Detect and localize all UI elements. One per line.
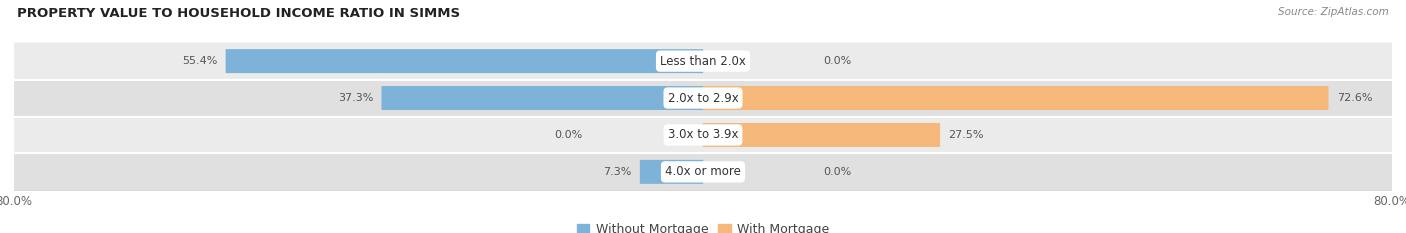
Text: 27.5%: 27.5% <box>949 130 984 140</box>
Text: 7.3%: 7.3% <box>603 167 631 177</box>
FancyBboxPatch shape <box>225 49 703 73</box>
Text: Less than 2.0x: Less than 2.0x <box>659 55 747 68</box>
Text: 2.0x to 2.9x: 2.0x to 2.9x <box>668 92 738 105</box>
FancyBboxPatch shape <box>640 160 703 184</box>
Text: 0.0%: 0.0% <box>824 167 852 177</box>
Text: 37.3%: 37.3% <box>337 93 373 103</box>
Text: PROPERTY VALUE TO HOUSEHOLD INCOME RATIO IN SIMMS: PROPERTY VALUE TO HOUSEHOLD INCOME RATIO… <box>17 7 460 20</box>
FancyBboxPatch shape <box>14 43 1392 80</box>
FancyBboxPatch shape <box>14 153 1392 190</box>
FancyBboxPatch shape <box>14 116 1392 153</box>
Legend: Without Mortgage, With Mortgage: Without Mortgage, With Mortgage <box>572 219 834 233</box>
FancyBboxPatch shape <box>14 80 1392 116</box>
Text: 72.6%: 72.6% <box>1337 93 1372 103</box>
FancyBboxPatch shape <box>703 123 941 147</box>
Text: 4.0x or more: 4.0x or more <box>665 165 741 178</box>
Text: 0.0%: 0.0% <box>554 130 582 140</box>
FancyBboxPatch shape <box>703 86 1329 110</box>
Text: 55.4%: 55.4% <box>181 56 218 66</box>
Text: Source: ZipAtlas.com: Source: ZipAtlas.com <box>1278 7 1389 17</box>
Text: 3.0x to 3.9x: 3.0x to 3.9x <box>668 128 738 141</box>
FancyBboxPatch shape <box>381 86 703 110</box>
Text: 0.0%: 0.0% <box>824 56 852 66</box>
